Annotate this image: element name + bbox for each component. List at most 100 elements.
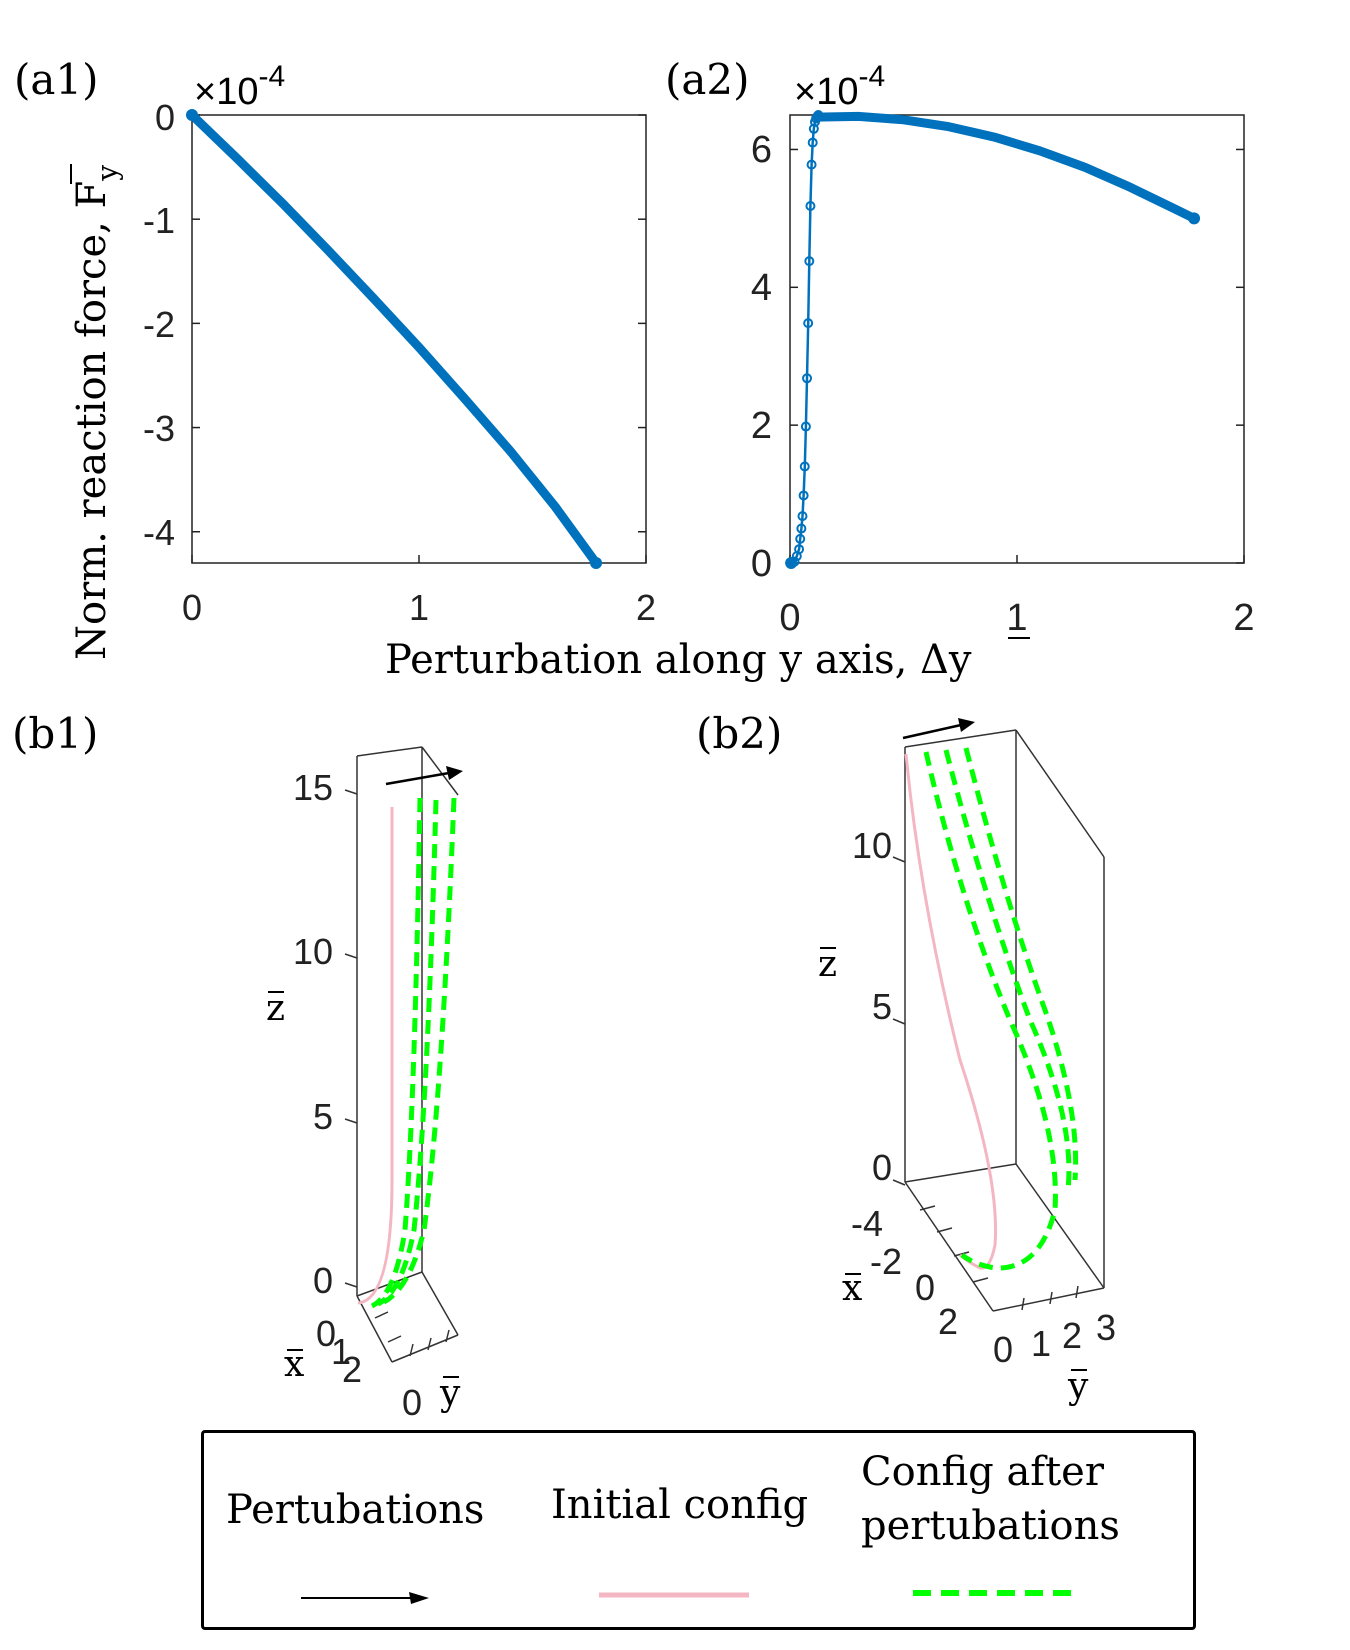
yticklabels-a1: 0 -1 -2 -3 -4 — [143, 97, 175, 553]
perturbed-curve-b1-1 — [370, 797, 423, 1309]
initial-config-curve-b2 — [904, 753, 998, 1270]
yticklabels-a2: 0 2 4 6 — [751, 129, 772, 585]
ticks-b1 — [344, 789, 459, 1363]
xtick-label-a2-1: 1 — [1006, 597, 1027, 639]
series-line-a2-0 — [789, 113, 820, 565]
xtick-label-b2-1: -2 — [870, 1241, 902, 1282]
ytick-label-a2-3: 6 — [751, 129, 772, 171]
perturbation-arrowhead-b1 — [446, 766, 463, 780]
xtick-label-a1-2: 2 — [636, 587, 656, 628]
panel-label-a2: (a2) — [665, 55, 750, 104]
zticklabels-b1: 0 5 10 15 — [293, 767, 333, 1301]
ytick-label-a1-4: -4 — [143, 512, 175, 553]
panel-b2: (b2) 0 5 10 — [696, 709, 1116, 1407]
ylabel-sub-a1: y — [91, 165, 124, 182]
ylabel-a1: Norm. reaction force, Fy — [69, 164, 124, 660]
endpoint-end-a2 — [1188, 212, 1201, 225]
perturbed-curves-b1 — [370, 797, 457, 1309]
xlabel-b1: x — [284, 1344, 304, 1385]
series-line-a2-1 — [812, 111, 1199, 223]
xtick-label-a1-0: 0 — [182, 587, 202, 628]
ytick-label-b2-1: 1 — [1031, 1323, 1051, 1364]
exponent-a2: ×10-4 — [794, 60, 885, 113]
xtick-label-a2-2: 2 — [1233, 597, 1254, 639]
series-a1 — [186, 109, 603, 569]
ytick-label-b2-0: 0 — [993, 1329, 1013, 1370]
legend-perturbation-label: Pertubations — [226, 1487, 485, 1533]
ytick-label-b1-0: 0 — [402, 1382, 422, 1423]
series-a2 — [785, 110, 1201, 569]
data-point-a2-0-10 — [802, 373, 813, 384]
ticks-a2 — [789, 148, 1245, 564]
ytick-label-a1-1: -1 — [143, 200, 175, 241]
data-point-a2-0-14 — [806, 159, 817, 170]
ytick-label-b2-3: 3 — [1096, 1307, 1116, 1348]
legend: Pertubations Initial config Config after… — [201, 1430, 1196, 1630]
xlabel-var-a2: y — [948, 637, 972, 683]
perturbation-arrowhead-b2 — [958, 718, 975, 732]
xtick-label-b2-2: 0 — [915, 1267, 935, 1308]
perturbed-curves-b2 — [923, 747, 1079, 1271]
ytick-label-a2-1: 2 — [751, 405, 772, 447]
xlabel-b2: x — [842, 1268, 862, 1309]
panel-label-a1: (a1) — [14, 55, 99, 104]
ylabel-text-a1: Norm. reaction force, Fy — [69, 165, 124, 660]
data-point-a2-0-8 — [799, 461, 810, 472]
data-point-a2-0-13 — [805, 200, 816, 211]
ylabel-b1: y — [439, 1373, 461, 1414]
ztick-label-b1-3: 15 — [293, 767, 333, 808]
data-point-a2-0-9 — [800, 421, 811, 432]
exponent-power-a1: -4 — [258, 60, 285, 93]
data-point-a2-0-15 — [807, 137, 818, 148]
axes-box-b2 — [904, 729, 1105, 1289]
panel-b1: (b1) 0 5 10 15 0 — [12, 709, 463, 1423]
yticklabels-b2: 0 1 2 3 — [993, 1307, 1116, 1370]
endpoint-start-a2 — [785, 557, 798, 569]
legend-perturbation-arrowhead-icon — [409, 1592, 429, 1604]
series-line-a1-0 — [187, 110, 601, 568]
xticklabels-b1: 0 1 2 0 — [316, 1313, 422, 1423]
perturbation-arrow-b1 — [385, 771, 450, 786]
ztick-label-b1-2: 10 — [293, 931, 333, 972]
data-point-a2-0-6 — [797, 511, 808, 522]
xtick-label-b1-0: 0 — [316, 1313, 336, 1354]
xlabel-main-a2: Perturbation along y axis, Δ — [385, 637, 949, 683]
xtick-label-b1-2: 2 — [342, 1349, 362, 1390]
data-point-a2-0-4 — [795, 533, 806, 544]
ytick-label-a1-2: -2 — [143, 304, 175, 345]
ztick-label-b1-0: 0 — [313, 1260, 333, 1301]
ztick-label-b1-1: 5 — [313, 1096, 333, 1137]
xtick-label-b2-3: 2 — [938, 1301, 958, 1342]
xtick-label-b1-1: 1 — [331, 1331, 351, 1372]
legend-initial-label: Initial config — [551, 1482, 809, 1528]
zlabel-b1: z — [266, 988, 285, 1029]
xlabel-a2: Perturbation along y axis, Δy — [385, 637, 972, 683]
perturbed-curve-b1-3 — [382, 797, 457, 1305]
ytick-label-b2-2: 2 — [1062, 1315, 1082, 1356]
ytick-label-a1-3: -3 — [143, 408, 175, 449]
exponent-base-a2: ×10 — [794, 71, 858, 113]
xtick-label-a2-0: 0 — [779, 597, 800, 639]
ytick-label-a2-0: 0 — [751, 543, 772, 585]
xticklabels-a1: 0 1 2 — [182, 587, 656, 628]
data-point-a2-0-3 — [794, 544, 805, 555]
ticks-b2 — [892, 856, 1105, 1312]
xticklabels-b2: -4 -2 0 2 — [851, 1203, 958, 1342]
data-point-a2-0-12 — [804, 256, 815, 267]
endpoint-start-a1 — [186, 109, 198, 121]
xtick-label-b2-0: -4 — [851, 1203, 883, 1244]
ytick-label-a1-0: 0 — [155, 97, 175, 138]
ylabel-main-a1: Norm. reaction force, F — [69, 181, 115, 660]
perturbed-curve-b2-1 — [923, 751, 1058, 1271]
ztick-label-b2-1: 5 — [872, 986, 892, 1027]
perturbed-curve-b2-2 — [943, 749, 1072, 1191]
exponent-power-a2: -4 — [858, 60, 885, 93]
ztick-label-b2-0: 0 — [872, 1147, 892, 1188]
exponent-a1: ×10-4 — [194, 60, 285, 113]
exponent-base-a1: ×10 — [194, 71, 258, 113]
ytick-label-a2-2: 4 — [751, 267, 772, 309]
perturbation-arrow-b2 — [902, 723, 962, 740]
panel-label-b1: (b1) — [12, 709, 98, 758]
data-point-a2-0-5 — [796, 523, 807, 534]
